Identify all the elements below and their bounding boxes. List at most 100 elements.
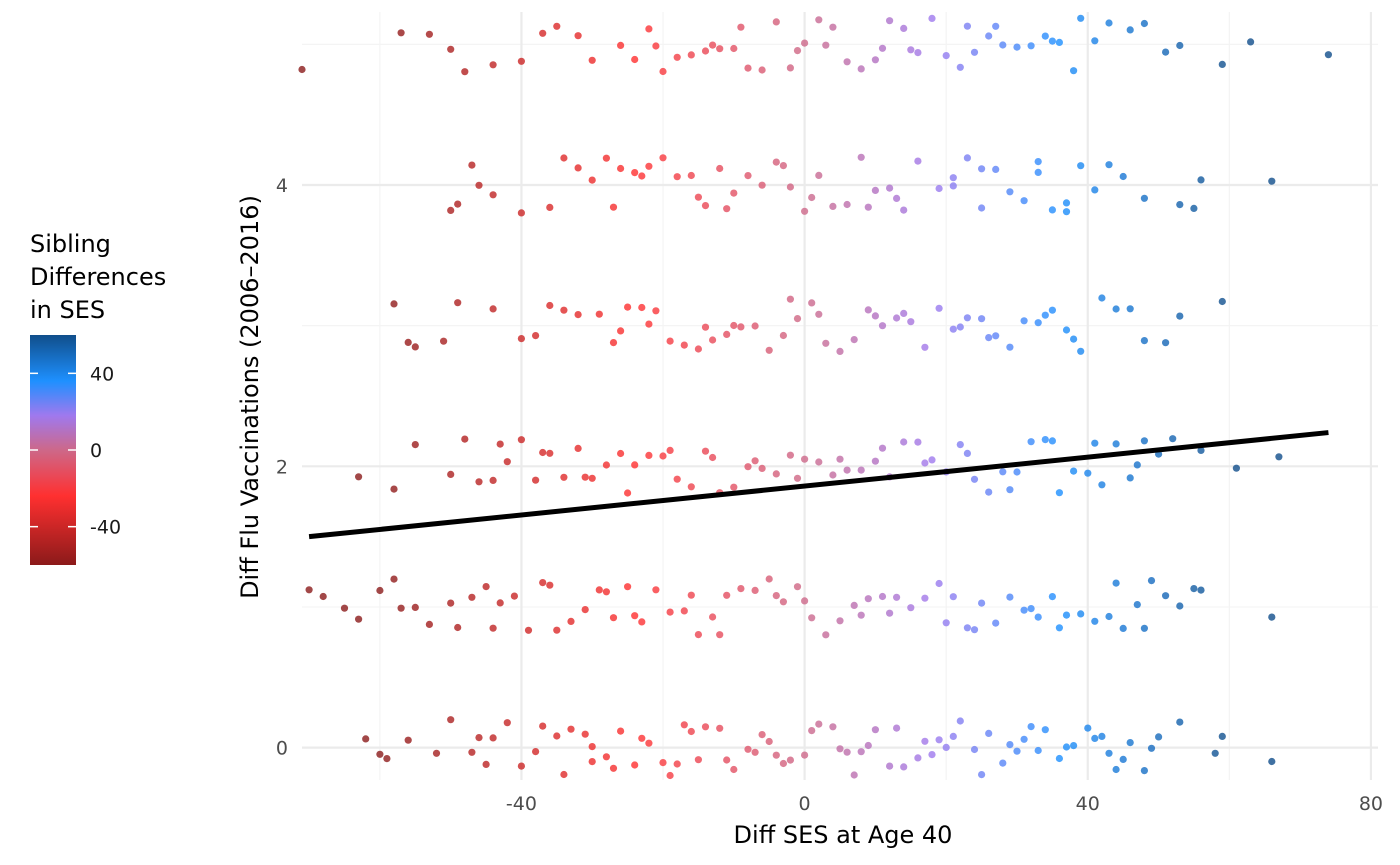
data-point xyxy=(1119,172,1127,181)
data-point xyxy=(680,341,688,349)
data-point xyxy=(659,67,667,76)
data-point xyxy=(921,343,929,351)
data-point xyxy=(850,601,858,610)
data-point xyxy=(581,473,589,481)
data-point xyxy=(617,727,625,735)
data-point xyxy=(963,314,972,322)
data-point xyxy=(687,171,695,180)
data-point xyxy=(1041,726,1049,734)
data-point xyxy=(1275,453,1283,461)
data-point xyxy=(843,58,851,66)
data-point xyxy=(694,631,703,639)
data-point xyxy=(581,606,589,614)
data-point xyxy=(900,206,908,214)
data-point xyxy=(864,306,872,314)
data-point xyxy=(751,748,759,756)
scatter-points xyxy=(298,14,1332,780)
data-point xyxy=(1020,606,1028,614)
data-point xyxy=(673,760,681,768)
legend-tick-label: -40 xyxy=(90,517,121,539)
data-point xyxy=(574,164,582,172)
data-point xyxy=(836,617,844,625)
data-point xyxy=(1112,305,1120,313)
data-point xyxy=(815,458,823,466)
data-point xyxy=(652,42,660,50)
data-point xyxy=(546,581,554,589)
data-point xyxy=(942,52,950,60)
data-point xyxy=(1062,743,1071,751)
data-point xyxy=(1162,339,1170,347)
data-point xyxy=(1091,617,1099,625)
data-point xyxy=(539,722,547,730)
data-point xyxy=(539,29,547,37)
data-point xyxy=(524,626,533,634)
data-point xyxy=(829,471,837,479)
data-point xyxy=(397,604,405,612)
data-point xyxy=(1162,48,1170,56)
data-point xyxy=(765,737,773,746)
x-axis-title: Diff SES at Age 40 xyxy=(734,821,953,849)
data-point xyxy=(942,743,950,752)
data-point xyxy=(857,611,865,619)
data-point xyxy=(801,597,809,605)
data-point xyxy=(808,193,816,202)
data-point xyxy=(546,449,554,457)
data-point xyxy=(631,612,639,620)
data-point xyxy=(1055,489,1063,497)
data-point xyxy=(1070,467,1078,475)
data-point xyxy=(829,23,837,31)
data-point xyxy=(978,771,986,779)
data-point xyxy=(631,761,639,769)
data-point xyxy=(1006,593,1014,601)
data-point xyxy=(390,300,398,308)
data-point xyxy=(1013,747,1021,755)
data-point xyxy=(1105,19,1113,27)
data-point xyxy=(652,586,660,594)
data-point xyxy=(730,321,738,330)
data-point xyxy=(1268,613,1276,621)
data-point xyxy=(963,154,972,162)
data-point xyxy=(963,449,972,457)
data-point xyxy=(914,754,922,762)
data-point xyxy=(864,203,872,211)
data-point xyxy=(687,591,695,599)
data-point xyxy=(694,345,703,353)
data-point xyxy=(751,586,759,595)
data-point xyxy=(871,312,880,320)
data-point xyxy=(978,315,986,323)
data-point xyxy=(914,49,922,57)
data-point xyxy=(1133,601,1141,609)
data-point xyxy=(482,760,490,769)
data-point xyxy=(659,452,667,460)
data-point xyxy=(737,585,745,593)
legend-title-line-3: in SES xyxy=(30,296,105,324)
data-point xyxy=(638,172,646,180)
data-point xyxy=(921,737,929,745)
data-point xyxy=(871,457,880,465)
data-point xyxy=(1020,317,1028,325)
data-point xyxy=(1147,577,1156,585)
data-point xyxy=(878,444,887,452)
x-tick-label: 0 xyxy=(799,793,811,815)
data-point xyxy=(411,603,419,612)
data-point xyxy=(709,41,717,49)
data-point xyxy=(659,759,667,767)
y-tick-label: 2 xyxy=(276,456,288,478)
data-point xyxy=(716,724,724,732)
data-point xyxy=(1013,43,1021,51)
data-point xyxy=(907,318,915,326)
data-point xyxy=(666,608,674,616)
data-point xyxy=(1062,199,1071,207)
data-point xyxy=(1034,613,1042,621)
data-point xyxy=(482,583,490,591)
data-point xyxy=(992,165,1000,173)
data-point xyxy=(1140,767,1148,775)
data-point xyxy=(978,165,986,173)
data-point xyxy=(730,189,738,197)
data-point xyxy=(1133,461,1141,469)
data-point xyxy=(475,734,483,742)
data-point xyxy=(949,732,957,741)
data-point xyxy=(468,748,476,756)
data-point xyxy=(1268,757,1276,766)
data-point xyxy=(886,762,894,770)
